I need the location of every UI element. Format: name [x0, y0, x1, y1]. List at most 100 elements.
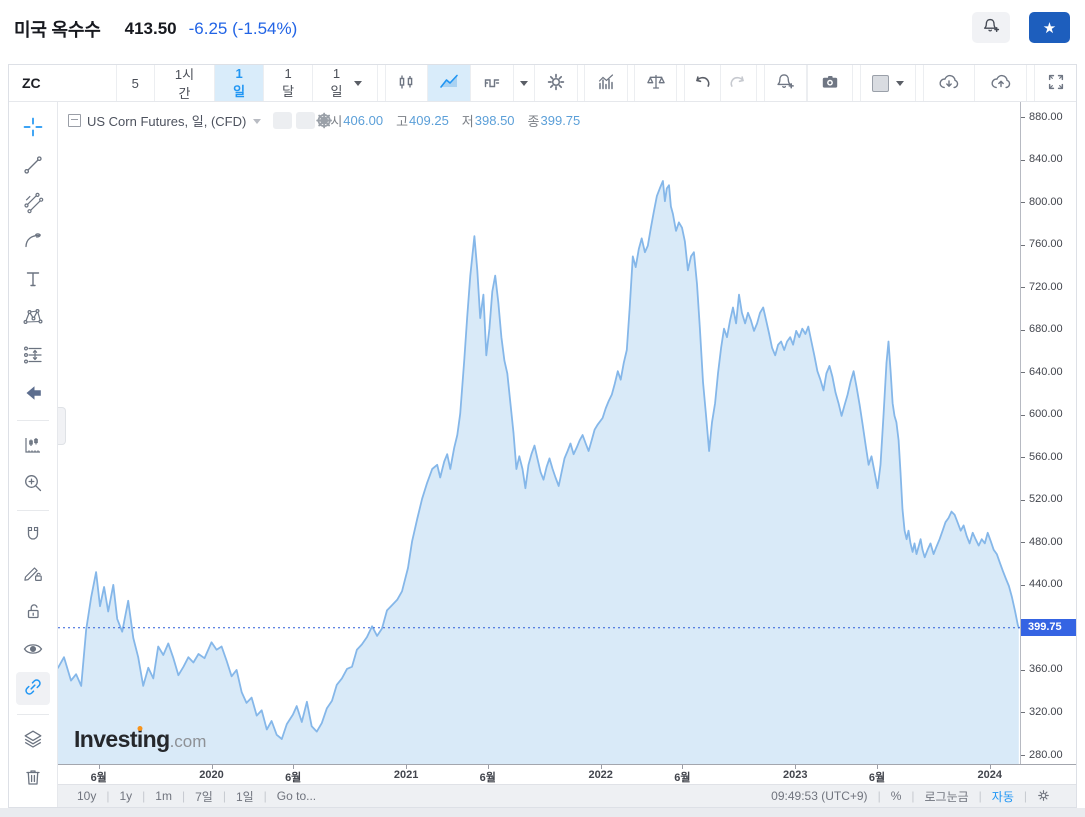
- trend-line-tool-button[interactable]: [16, 150, 50, 183]
- x-axis-tick: [682, 765, 684, 769]
- legend-title[interactable]: US Corn Futures, 일, (CFD): [87, 114, 247, 129]
- y-axis-label: 360.00: [1029, 663, 1063, 676]
- range-1m-button[interactable]: 1m: [155, 789, 172, 803]
- interval-1M-button[interactable]: 1달: [264, 65, 314, 101]
- load-chart-button[interactable]: [923, 65, 976, 101]
- compare-button[interactable]: [634, 65, 678, 101]
- range-7d-button[interactable]: 7일: [195, 789, 213, 804]
- candlestick-chart-button[interactable]: [384, 65, 428, 101]
- x-axis-label: 6월: [285, 772, 302, 784]
- magnet-tool-button[interactable]: [16, 520, 50, 553]
- interval-custom-button[interactable]: 1일: [313, 65, 378, 101]
- axis-settings-button[interactable]: [1037, 789, 1050, 803]
- x-axis-tick: [406, 765, 408, 769]
- y-axis-tick: [1021, 244, 1025, 246]
- page-title: 미국 옥수수: [14, 20, 101, 40]
- y-axis-label: 480.00: [1029, 535, 1063, 548]
- undo-arrow-icon: [691, 71, 713, 96]
- area-chart-icon: [438, 71, 460, 96]
- sidebar-collapse-handle[interactable]: [58, 406, 66, 445]
- symbol-input[interactable]: ZC: [9, 65, 117, 101]
- legend-settings-button[interactable]: [296, 112, 332, 129]
- chevron-down-icon[interactable]: [253, 118, 262, 128]
- y-axis-tick: [1021, 372, 1025, 374]
- x-axis-tick: [989, 765, 991, 769]
- add-alert-button[interactable]: [763, 65, 808, 101]
- create-alert-button[interactable]: [972, 12, 1010, 43]
- text-tool-button[interactable]: [16, 264, 50, 297]
- collapse-legend-icon[interactable]: [68, 114, 81, 127]
- crosshair-tool-button[interactable]: [16, 112, 50, 145]
- x-axis-tick: [211, 765, 213, 769]
- xabcd-pattern-tool-button[interactable]: [16, 302, 50, 335]
- log-scale-button[interactable]: 로그눈금: [924, 789, 969, 804]
- gann-fib-icon: [22, 192, 44, 217]
- last-price: 413.50: [124, 19, 177, 38]
- trash-icon: [22, 766, 44, 791]
- y-axis-label: 520.00: [1029, 493, 1063, 506]
- x-axis-tick: [293, 765, 295, 769]
- remove-drawings-button[interactable]: [16, 762, 50, 795]
- y-axis-label: 840.00: [1029, 153, 1063, 166]
- save-chart-button[interactable]: [975, 65, 1028, 101]
- chart-settings-button[interactable]: [534, 65, 578, 101]
- y-axis-label: 320.00: [1029, 705, 1063, 718]
- investing-watermark: Investing.com: [74, 726, 207, 752]
- indicators-button[interactable]: [584, 65, 628, 101]
- zoom-in-tool-button[interactable]: [16, 468, 50, 501]
- sync-drawings-tool-button[interactable]: [16, 672, 50, 705]
- x-axis-tick: [600, 765, 602, 769]
- pencil-lock-icon: [22, 562, 44, 587]
- auto-scale-button[interactable]: 자동: [991, 789, 1014, 804]
- favorite-star-button[interactable]: ★: [1029, 12, 1070, 43]
- y-axis-label: 720.00: [1029, 280, 1063, 293]
- trend-line-icon: [22, 154, 44, 179]
- layers-icon: [22, 728, 44, 753]
- y-axis-tick: [1021, 414, 1025, 416]
- bar-pattern-tool-button[interactable]: [16, 430, 50, 463]
- chevron-down-icon: [519, 81, 528, 90]
- y-axis-tick: [1021, 159, 1025, 161]
- plot-area[interactable]: US Corn Futures, 일, (CFD): [58, 102, 1020, 764]
- y-axis-tick: [1021, 499, 1025, 501]
- bar-style-dropdown-button[interactable]: [514, 65, 535, 101]
- candlestick-icon: [395, 71, 417, 96]
- hide-all-tool-button[interactable]: [16, 634, 50, 667]
- gear-icon: [1037, 789, 1050, 803]
- hide-drawings-panel-button[interactable]: [16, 378, 50, 411]
- brush-tool-button[interactable]: [16, 226, 50, 259]
- x-axis[interactable]: 6월 2020 6월 2021 6월 2022 6월 2023 6월 2024: [58, 764, 1076, 784]
- text-icon: [22, 268, 44, 293]
- y-axis-tick: [1021, 542, 1025, 544]
- range-1y-button[interactable]: 1y: [119, 789, 133, 803]
- lock-drawings-tool-button[interactable]: [16, 558, 50, 591]
- range-1d-button[interactable]: 1일: [235, 789, 254, 804]
- object-tree-button[interactable]: [16, 724, 50, 757]
- gann-fib-tool-button[interactable]: [16, 188, 50, 221]
- fullscreen-button[interactable]: [1034, 65, 1077, 101]
- y-axis-label: 600.00: [1029, 408, 1063, 421]
- layout-select-button[interactable]: [860, 65, 917, 101]
- bar-style-button[interactable]: [470, 65, 515, 101]
- interval-1d-button[interactable]: 1일: [215, 65, 265, 101]
- eye-icon: [22, 638, 44, 663]
- interval-5-button[interactable]: 5: [116, 65, 155, 101]
- area-chart-button[interactable]: [427, 65, 471, 101]
- crosshair-icon: [22, 116, 44, 141]
- snapshot-button[interactable]: [807, 65, 854, 101]
- range-10y-button[interactable]: 10y: [77, 789, 97, 803]
- y-axis-tick: [1021, 669, 1025, 671]
- lock-all-tool-button[interactable]: [16, 596, 50, 629]
- y-axis-label: 280.00: [1029, 748, 1063, 761]
- projection-icon: [22, 344, 44, 369]
- bell-plus-icon: [981, 16, 1001, 39]
- interval-1h-button[interactable]: 1시간: [154, 65, 216, 101]
- percent-scale-button[interactable]: %: [890, 789, 902, 803]
- projection-tool-button[interactable]: [16, 340, 50, 373]
- y-axis-label: 640.00: [1029, 365, 1063, 378]
- redo-button[interactable]: [720, 65, 758, 101]
- price-axis[interactable]: 399.75 280.00320.00360.00400.00440.00480…: [1020, 102, 1076, 764]
- undo-button[interactable]: [684, 65, 721, 101]
- timezone-clock-button[interactable]: 09:49:53 (UTC+9): [771, 789, 868, 803]
- go-to-date-button[interactable]: Go to...: [276, 789, 317, 803]
